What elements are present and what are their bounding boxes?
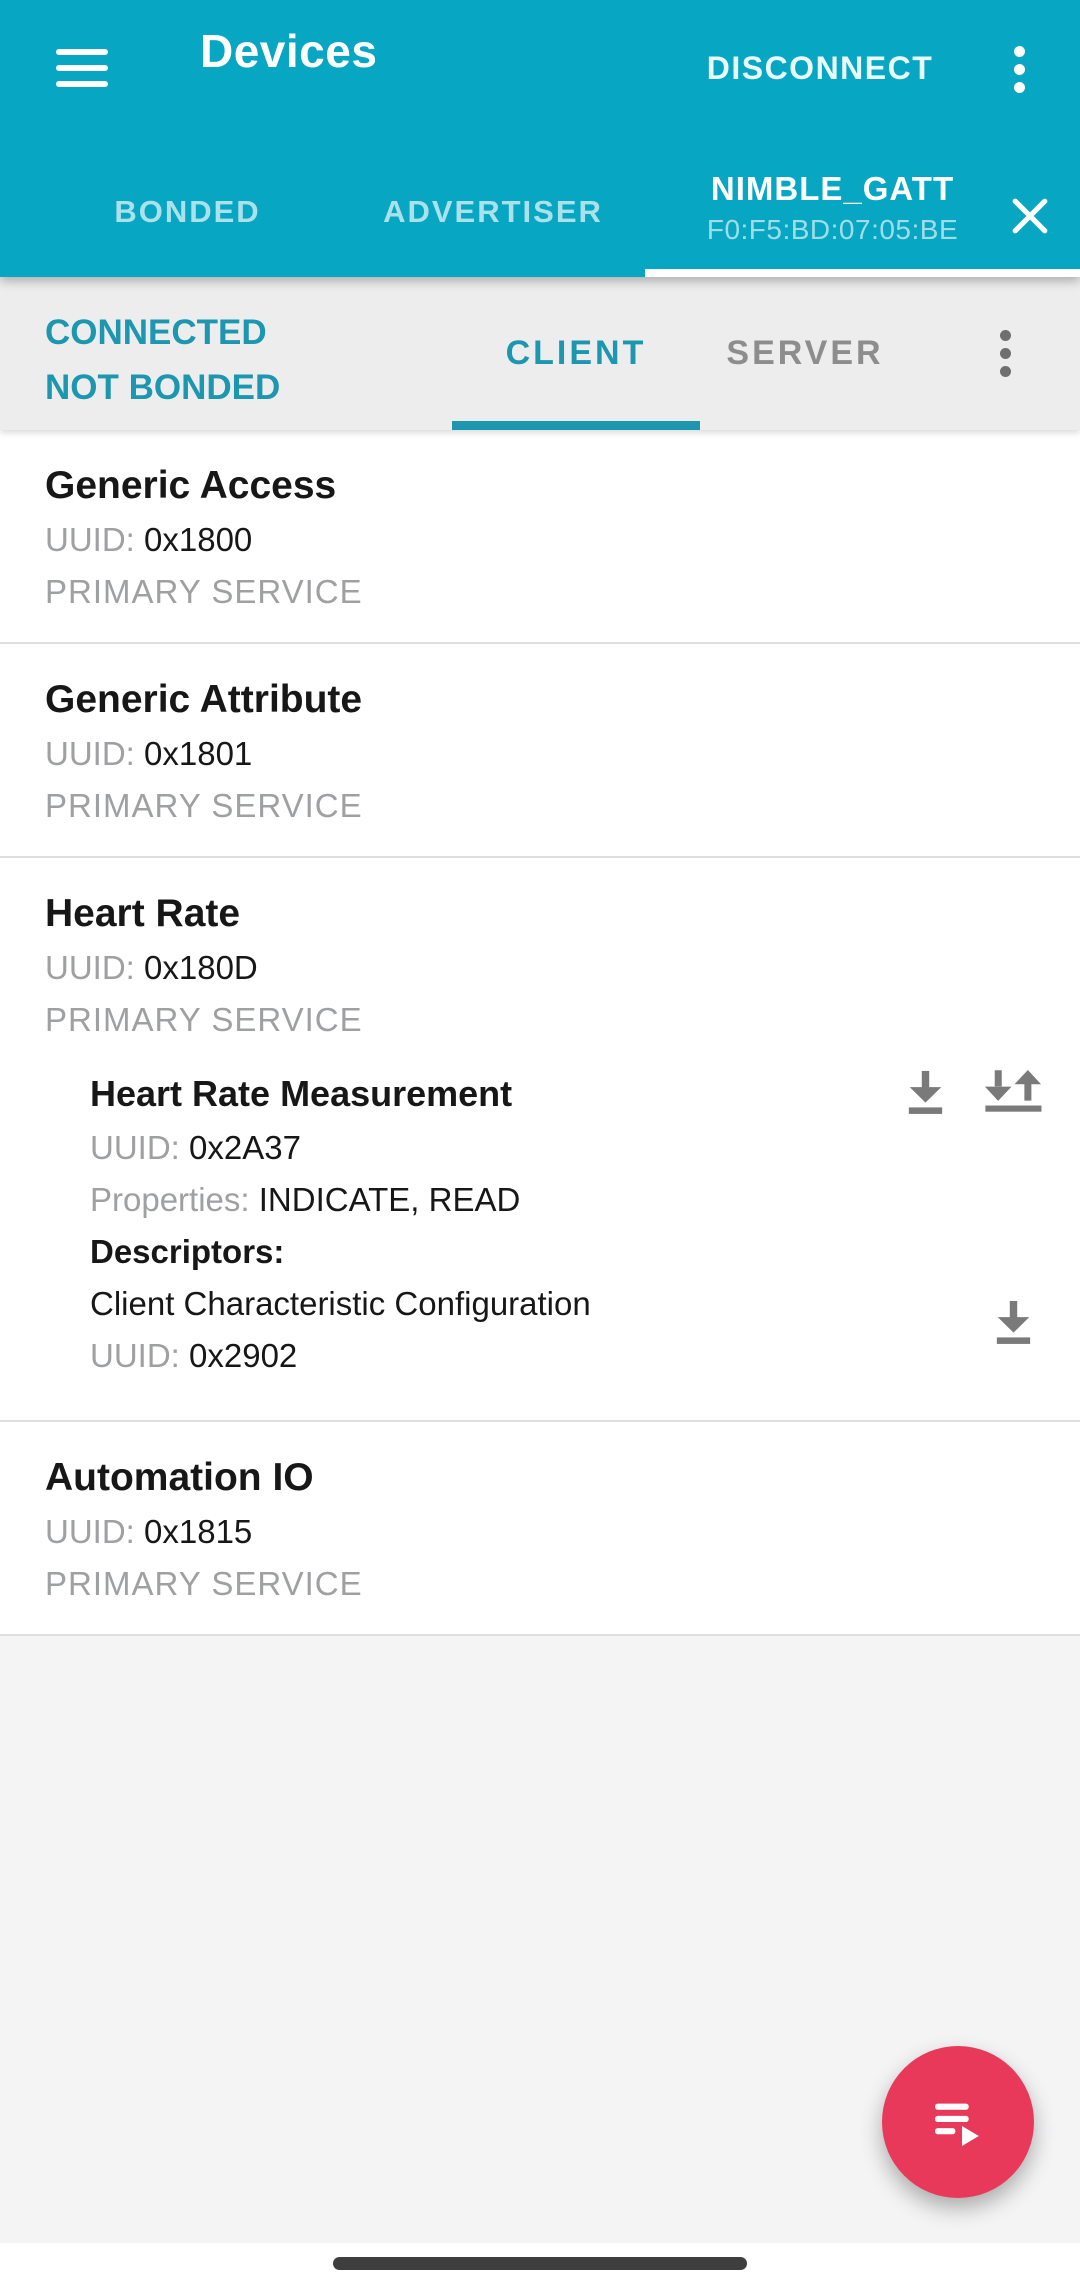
service-name: Generic Access <box>45 464 337 507</box>
service-list: Generic Access UUID: 0x1800 PRIMARY SERVIC… <box>0 430 1080 1636</box>
descriptor-uuid-line: UUID: 0x2902 <box>90 1330 1035 1382</box>
descriptor-uuid-value: 0x2902 <box>179 1337 298 1374</box>
service-type: PRIMARY SERVICE <box>45 1565 363 1602</box>
gesture-handle[interactable] <box>333 2257 747 2270</box>
device-name: NIMBLE_GATT <box>710 170 955 207</box>
characteristic-properties-value: INDICATE, READ <box>249 1181 521 1218</box>
subscribe-indicate-icon[interactable] <box>981 1066 1045 1117</box>
service-uuid-label: UUID: <box>45 521 135 558</box>
service-uuid-label: UUID: <box>45 1513 135 1550</box>
characteristic-uuid-value: 0x2A37 <box>179 1129 301 1166</box>
disconnect-button[interactable]: DISCONNECT <box>706 50 934 86</box>
service-name: Automation IO <box>45 1456 314 1499</box>
service-name: Generic Attribute <box>45 678 363 721</box>
status-connected: CONNECTED <box>45 313 267 352</box>
characteristic-properties-line: Properties: INDICATE, READ <box>90 1174 1035 1226</box>
descriptors-heading: Descriptors: <box>90 1233 285 1270</box>
service-type: PRIMARY SERVICE <box>45 1001 363 1038</box>
service-card[interactable]: Generic Attribute UUID: 0x1801 PRIMARY SER… <box>0 644 1080 858</box>
status-bonded: NOT BONDED <box>45 368 281 407</box>
service-uuid-value: 0x1801 <box>134 735 253 772</box>
service-uuid-value: 0x180D <box>134 949 258 986</box>
log-fab-button[interactable] <box>882 2046 1034 2198</box>
service-uuid-line: UUID: 0x1815 <box>45 1506 1035 1558</box>
service-uuid-label: UUID: <box>45 949 135 986</box>
service-uuid-line: UUID: 0x1801 <box>45 728 1035 780</box>
characteristic-actions <box>898 1066 1045 1120</box>
tab-bonded[interactable]: BONDED <box>114 194 261 229</box>
playlist-play-icon <box>926 2090 990 2154</box>
characteristic-header: Heart Rate Measurement <box>90 1066 1042 1122</box>
close-icon[interactable] <box>1006 192 1054 240</box>
page-title: Devices <box>200 25 378 77</box>
characteristic-uuid-label: UUID: <box>90 1129 180 1166</box>
characteristic-properties-label: Properties: <box>90 1181 250 1218</box>
service-card[interactable]: Heart Rate UUID: 0x180D PRIMARY SERVICE Hea… <box>0 858 1080 1422</box>
characteristic-uuid-line: UUID: 0x2A37 <box>90 1122 1035 1174</box>
more-vert-icon[interactable] <box>1000 326 1011 380</box>
characteristic-name: Heart Rate Measurement <box>90 1073 513 1114</box>
service-card[interactable]: Generic Access UUID: 0x1800 PRIMARY SERVIC… <box>0 430 1080 644</box>
descriptor-name: Client Characteristic Configuration <box>90 1285 591 1322</box>
tab-advertiser[interactable]: ADVERTISER <box>383 194 603 229</box>
service-uuid-line: UUID: 0x180D <box>45 942 1035 994</box>
read-value-icon[interactable] <box>986 1296 1041 1350</box>
service-uuid-line: UUID: 0x1800 <box>45 514 1035 566</box>
device-address: F0:F5:BD:07:05:BE <box>706 214 959 245</box>
service-type: PRIMARY SERVICE <box>45 787 363 824</box>
connection-status: CONNECTED NOT BONDED <box>45 305 280 415</box>
descriptor-uuid-label: UUID: <box>90 1337 180 1374</box>
service-uuid-label: UUID: <box>45 735 135 772</box>
app-bar: Devices DISCONNECT BONDED ADVERTISER NIM… <box>0 0 1080 277</box>
service-name: Heart Rate <box>45 892 241 935</box>
system-nav-bar <box>0 2243 1080 2288</box>
more-vert-icon[interactable] <box>1014 42 1025 96</box>
tab-client[interactable]: CLIENT <box>505 334 647 372</box>
descriptor-item[interactable]: Client Characteristic Configuration UUID:… <box>90 1278 1035 1382</box>
service-uuid-value: 0x1815 <box>134 1513 253 1550</box>
tab-server[interactable]: SERVER <box>726 334 884 372</box>
service-uuid-value: 0x1800 <box>134 521 253 558</box>
hamburger-menu-icon[interactable] <box>56 49 108 87</box>
read-value-icon[interactable] <box>898 1066 953 1120</box>
connection-panel: CONNECTED NOT BONDED CLIENT SERVER <box>0 277 1080 430</box>
active-subtab-indicator <box>452 421 700 430</box>
characteristic-item[interactable]: Heart Rate Measurement UUID: 0x2A37 Proper… <box>90 1066 1042 1396</box>
active-tab-indicator <box>645 269 1080 277</box>
service-type: PRIMARY SERVICE <box>45 573 363 610</box>
tab-device-nimble-gatt[interactable]: NIMBLE_GATT F0:F5:BD:07:05:BE <box>645 170 1080 277</box>
service-card[interactable]: Automation IO UUID: 0x1815 PRIMARY SERVICE <box>0 1422 1080 1636</box>
